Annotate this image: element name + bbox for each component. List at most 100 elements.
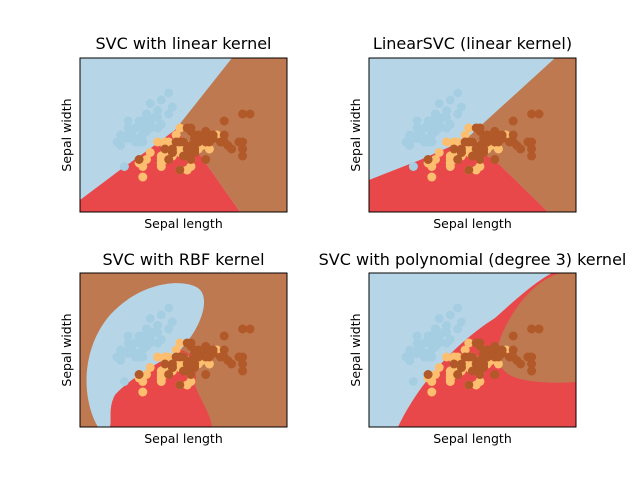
data-point-class-0 [123,123,133,133]
data-point-class-2 [508,116,518,126]
data-point-class-2 [475,144,485,154]
scatter-points [112,303,255,397]
chart-title: SVC with polynomial (degree 3) kernel [319,250,627,269]
data-point-class-1 [442,137,452,147]
data-point-class-1 [138,162,148,171]
plot-frame [368,57,577,213]
data-point-class-0 [116,352,126,362]
data-point-class-2 [238,324,248,334]
data-point-class-0 [138,127,148,136]
data-point-class-1 [186,162,196,171]
data-point-class-0 [138,342,148,351]
data-point-class-0 [427,342,437,351]
data-point-class-1 [175,123,185,133]
data-point-class-2 [490,155,500,164]
data-point-class-0 [156,335,166,344]
data-point-class-0 [123,130,133,140]
data-point-class-2 [516,359,526,369]
plot-frame [79,57,288,213]
data-point-class-2 [238,359,248,369]
data-point-class-2 [468,366,477,376]
data-point-class-2 [471,123,481,133]
data-point-class-0 [412,116,422,126]
data-point-class-0 [419,352,429,362]
data-point-class-2 [182,123,192,133]
x-axis-label: Sepal length [144,216,223,231]
data-point-class-0 [119,377,129,386]
data-point-class-0 [408,377,418,386]
data-point-class-1 [204,144,214,154]
data-point-class-0 [412,338,422,348]
data-point-class-1 [475,377,485,386]
subplot-polynomial-kernel: SVC with polynomial (degree 3) kernel Se… [319,250,627,446]
data-point-class-1 [171,130,181,140]
data-point-class-2 [475,359,485,369]
data-point-class-2 [490,137,500,147]
data-point-class-0 [453,109,463,119]
plot-frame [79,272,288,428]
data-point-class-0 [405,137,415,147]
data-point-class-2 [508,130,518,140]
data-point-class-0 [445,120,455,129]
data-point-class-0 [167,102,177,112]
data-point-class-0 [167,317,177,327]
data-point-class-2 [227,359,237,369]
data-point-class-2 [527,324,537,334]
data-point-class-2 [534,324,544,334]
data-point-class-0 [153,106,163,115]
data-point-class-2 [482,352,492,362]
data-point-class-2 [527,144,537,154]
data-point-class-0 [164,109,174,119]
data-point-class-2 [527,366,537,376]
data-point-class-1 [434,363,444,372]
data-point-class-1 [431,370,440,379]
data-point-class-2 [227,144,237,154]
data-point-class-2 [160,359,170,369]
data-point-class-0 [453,324,463,334]
data-point-class-1 [138,377,148,386]
data-point-class-2 [527,359,537,369]
data-point-class-1 [431,155,440,164]
data-point-class-0 [442,321,452,330]
data-point-class-2 [201,127,211,136]
data-point-class-0 [412,130,422,140]
data-point-class-2 [171,137,181,147]
data-point-class-0 [130,137,140,147]
data-point-class-2 [219,331,229,341]
data-point-class-2 [527,137,537,147]
data-point-class-2 [193,137,203,147]
data-point-class-2 [527,352,537,362]
data-point-class-2 [238,144,248,154]
data-point-class-2 [238,366,248,376]
data-point-class-0 [456,317,466,327]
data-point-class-0 [445,95,455,105]
data-point-class-0 [116,130,126,140]
data-point-class-0 [123,345,133,355]
data-point-class-1 [460,345,470,355]
y-axis-label: Sepal width [348,313,363,386]
data-point-class-2 [460,137,470,147]
data-point-class-2 [219,130,229,140]
data-point-class-1 [442,352,452,362]
chart-title: SVC with RBF kernel [102,250,264,269]
data-point-class-0 [434,99,444,108]
data-point-class-2 [201,352,211,362]
data-point-class-1 [475,162,485,171]
data-point-class-0 [116,345,126,355]
data-point-class-0 [456,102,466,112]
data-point-class-2 [482,137,492,147]
data-point-class-0 [438,328,448,337]
data-point-class-1 [145,363,155,372]
data-point-class-2 [460,352,470,362]
x-axis-label: Sepal length [433,216,512,231]
data-point-class-0 [405,130,415,140]
data-point-class-2 [456,148,466,157]
data-point-class-1 [153,137,163,147]
data-point-class-1 [460,130,470,140]
data-point-class-2 [238,109,248,119]
data-point-class-0 [434,314,444,323]
data-point-class-0 [164,324,174,334]
data-point-class-2 [186,359,196,369]
data-point-class-2 [490,127,500,136]
data-point-class-2 [175,165,185,175]
